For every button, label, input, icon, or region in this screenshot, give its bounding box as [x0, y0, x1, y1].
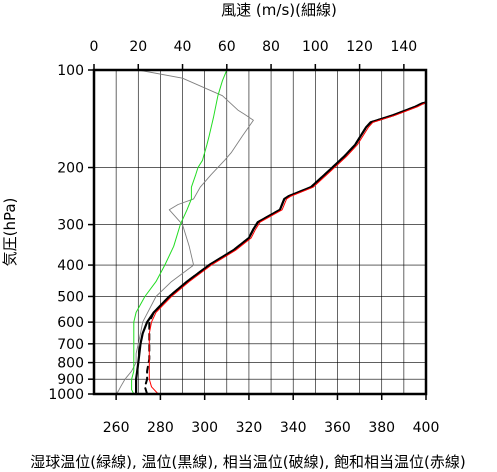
y-tick-label: 600 — [57, 315, 84, 331]
bottom-tick-label: 280 — [147, 420, 174, 436]
y-tick-label: 500 — [57, 289, 84, 305]
bottom-tick-label: 400 — [413, 420, 440, 436]
bottom-caption: 湿球温位(緑線), 温位(黒線), 相当温位(破線), 飽和相当温位(赤線) — [30, 453, 465, 471]
top-tick-label: 100 — [302, 39, 329, 55]
y-tick-label: 300 — [57, 218, 84, 234]
series-wind-speed — [115, 69, 254, 395]
y-tick-label: 700 — [57, 337, 84, 353]
plot-frame — [92, 68, 428, 396]
series-potential-temperature — [135, 101, 428, 396]
y-tick-label: 1000 — [48, 387, 84, 403]
bottom-tick-label: 380 — [368, 420, 395, 436]
y-tick-label: 100 — [57, 63, 84, 79]
top-tick-label: 140 — [390, 39, 417, 55]
bottom-tick-label: 300 — [191, 420, 218, 436]
top-tick-label: 40 — [174, 39, 192, 55]
top-tick-label: 20 — [129, 39, 147, 55]
series-saturated-equivalent-potential-temperature — [148, 102, 427, 395]
y-tick-label: 400 — [57, 258, 84, 274]
bottom-tick-label: 340 — [280, 420, 307, 436]
y-tick-label: 200 — [57, 161, 84, 177]
series-equivalent-potential-temperature — [143, 101, 427, 395]
top-tick-label: 120 — [346, 39, 373, 55]
top-tick-label: 80 — [262, 39, 280, 55]
y-axis-title: 気圧(hPa) — [1, 198, 19, 267]
bottom-tick-label: 360 — [324, 420, 351, 436]
top-axis-title: 風速 (m/s)(細線) — [221, 1, 337, 19]
series-wet-bulb-potential-temperature — [131, 69, 228, 395]
bottom-tick-label: 320 — [236, 420, 263, 436]
series-layer — [115, 69, 428, 396]
y-tick-label: 900 — [57, 372, 84, 388]
grid — [93, 69, 427, 395]
top-tick-label: 60 — [218, 39, 236, 55]
bottom-tick-label: 260 — [103, 420, 130, 436]
y-tick-label: 800 — [57, 356, 84, 372]
top-tick-label: 0 — [90, 39, 99, 55]
